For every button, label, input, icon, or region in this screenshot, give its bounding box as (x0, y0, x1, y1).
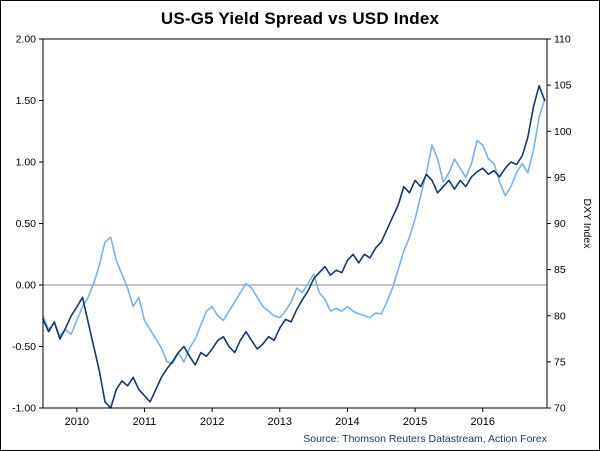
right-axis-tick-label: 110 (554, 34, 571, 46)
series-dxy-index-line (42, 98, 546, 365)
source-text: Source: Thomson Reuters Datastream, Acti… (303, 433, 547, 445)
x-axis-tick-label: 2016 (470, 416, 494, 428)
x-axis-tick-label: 2014 (335, 416, 359, 428)
chart-title: US-G5 Yield Spread vs USD Index (160, 9, 440, 28)
x-axis-tick-label: 2013 (268, 416, 292, 428)
left-axis-tick-label: 0.00 (16, 280, 37, 292)
left-axis-tick-label: -0.50 (12, 341, 36, 353)
left-axis-tick-label: 1.50 (16, 95, 37, 107)
x-axis-tick-label: 2011 (133, 416, 157, 428)
right-axis-tick-label: 105 (554, 80, 572, 92)
right-axis-tick-label: 100 (554, 126, 572, 138)
left-axis-tick-label: 2.00 (16, 34, 37, 46)
plot-border (42, 38, 548, 409)
left-axis-tick-label: 0.50 (16, 218, 37, 230)
series-us-g5-yield-spread-line (42, 84, 546, 409)
x-axis-tick-label: 2010 (65, 416, 89, 428)
right-axis-tick-label: 90 (554, 218, 566, 230)
left-axis-tick-label: 1.00 (16, 157, 37, 169)
x-axis-tick-label: 2015 (403, 416, 427, 428)
left-axis-tick-label: -1.00 (12, 403, 36, 415)
right-axis-tick-label: 85 (554, 264, 566, 276)
x-axis-tick-label: 2012 (200, 416, 224, 428)
right-axis-tick-label: 75 (554, 356, 566, 368)
right-axis-tick-label: 70 (554, 403, 566, 415)
right-axis-tick-label: 95 (554, 172, 566, 184)
right-axis-title: DXY Index (581, 198, 593, 249)
right-axis-tick-label: 80 (554, 310, 566, 322)
